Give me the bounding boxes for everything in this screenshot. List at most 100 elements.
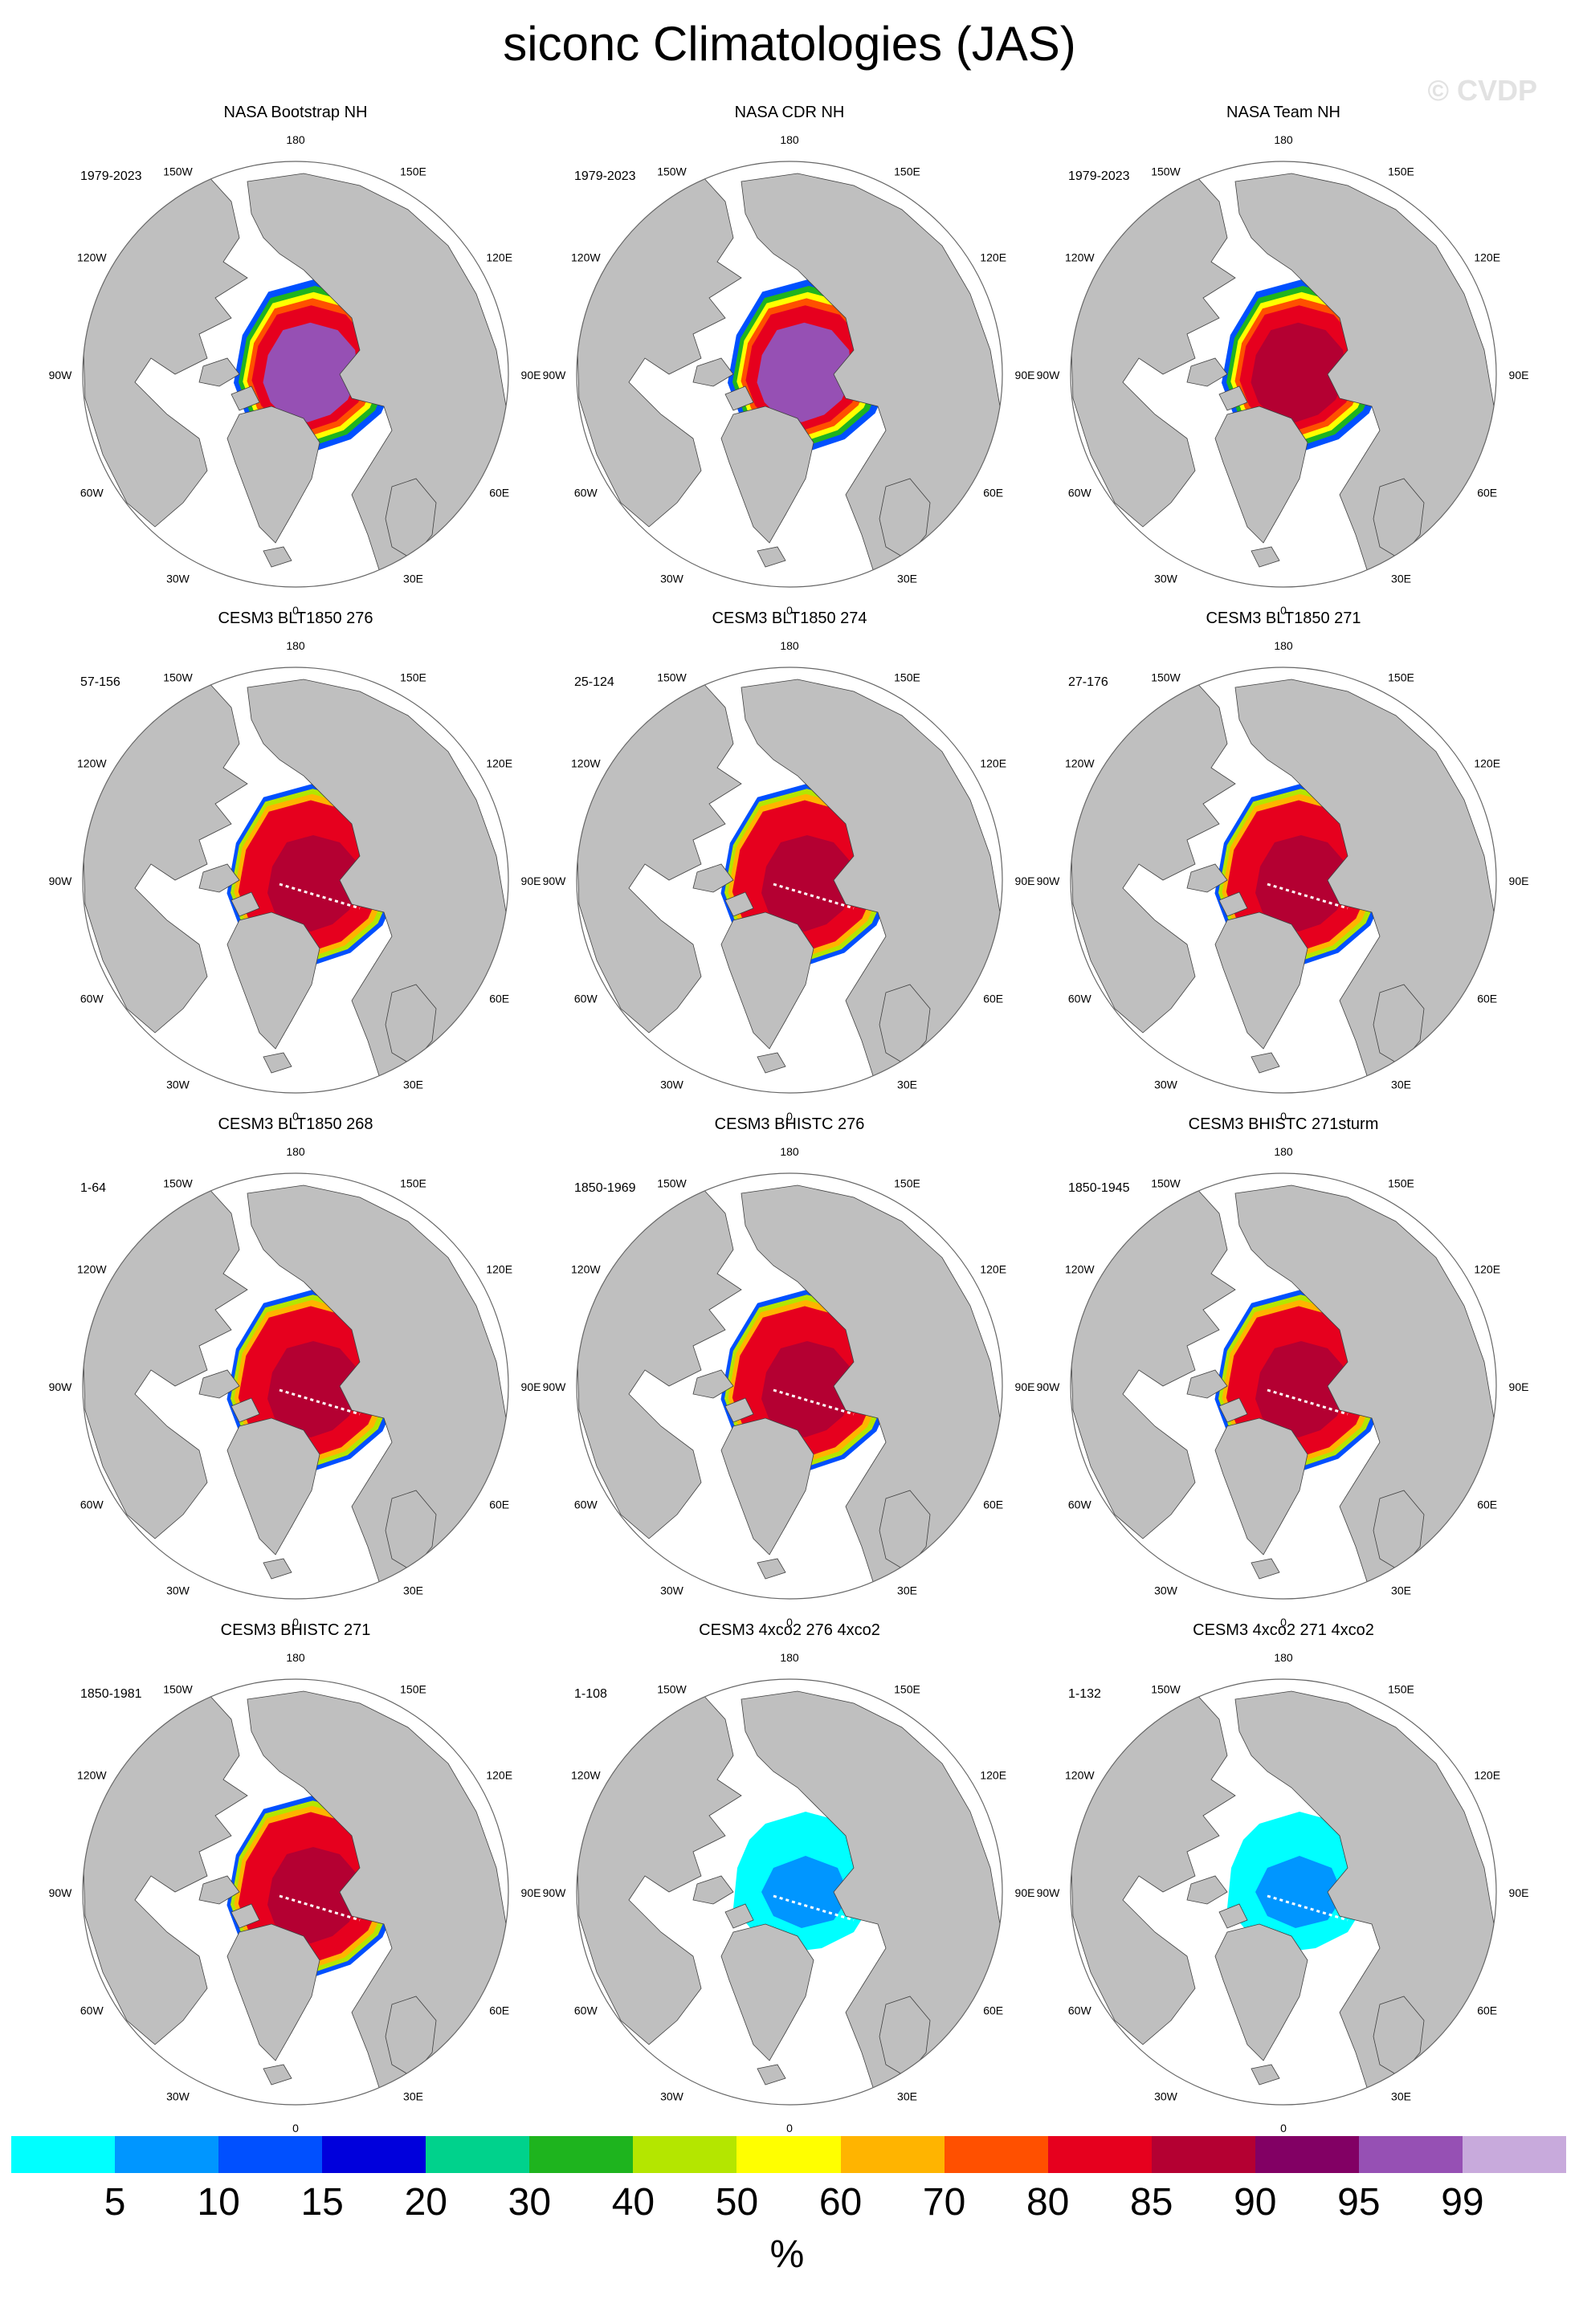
longitude-label: 30E (1391, 1584, 1411, 1597)
land (724, 385, 754, 411)
longitude-label: 30W (166, 1078, 190, 1091)
longitude-label: 30E (403, 1078, 423, 1091)
panel-years: 1-64 (80, 1181, 107, 1195)
longitude-label: 60W (574, 1498, 598, 1511)
longitude-label: 120W (571, 251, 601, 264)
longitude-label: 0 (292, 604, 299, 617)
longitude-label: 60E (1477, 2004, 1497, 2017)
grid-seam (1267, 1894, 1348, 1922)
longitude-label: 120W (77, 1263, 107, 1276)
longitude-label: 30W (1154, 2090, 1178, 2103)
map-border (1070, 161, 1497, 588)
land (692, 1875, 734, 1905)
longitude-label: 60W (80, 1498, 104, 1511)
map-panel: 180 150E 120E 90E 60E 30E 0 30W 60W 90W 120W 150W (1037, 133, 1529, 617)
land (692, 357, 734, 387)
map-border (576, 161, 1003, 588)
longitude-label: 180 (1274, 133, 1293, 146)
longitude-label: 150E (894, 671, 920, 683)
sea-ice-layer (757, 322, 852, 422)
longitude-label: 150W (657, 1682, 687, 1695)
longitude-label: 150E (894, 1682, 920, 1695)
longitude-label: 0 (786, 604, 793, 617)
longitude-label: 150E (400, 1682, 426, 1695)
map-panel: 180 150E 120E 90E 60E 30E 0 30W 60W 90W 120W 150W (543, 133, 1035, 617)
longitude-label: 0 (1280, 604, 1287, 617)
map-panel: 180 150E 120E 90E 60E 30E 0 30W 60W 90W 120W 150W (543, 1145, 1035, 1629)
land (231, 385, 260, 411)
panel-years: 1979-2023 (574, 169, 636, 183)
sea-ice-layer (1255, 1341, 1347, 1437)
sea-ice-layer (1255, 1856, 1344, 1928)
colorbar-box (115, 2136, 219, 2173)
grid-seam (773, 883, 855, 910)
colorbar-box (1462, 2136, 1567, 2173)
longitude-label: 180 (1274, 1651, 1293, 1664)
panel-years: 1-132 (1068, 1687, 1101, 1701)
land (757, 1558, 786, 1580)
map-panel: 180 150E 120E 90E 60E 30E 0 30W 60W 90W 120W 150W (1037, 639, 1529, 1123)
longitude-label: 90W (1037, 1886, 1061, 1899)
longitude-label: 90E (1509, 1886, 1529, 1899)
longitude-label: 120E (1474, 757, 1500, 770)
longitude-label: 150E (1388, 1176, 1414, 1189)
panel-years: 1-108 (574, 1687, 607, 1701)
page-title: siconc Climatologies (JAS) (503, 17, 1076, 71)
colorbar-label: 10 (197, 2181, 240, 2224)
land (1218, 1397, 1248, 1423)
land (1251, 2064, 1280, 2085)
longitude-label: 0 (1280, 1110, 1287, 1123)
colorbar-label: 95 (1337, 2181, 1381, 2224)
longitude-label: 150E (400, 165, 426, 177)
longitude-label: 30E (403, 573, 423, 585)
longitude-label: 150W (657, 165, 687, 177)
longitude-label: 60W (80, 487, 104, 499)
panel-title: CESM3 4xco2 276 4xco2 (699, 1621, 880, 1639)
colorbar-label: 90 (1234, 2181, 1277, 2224)
land (741, 173, 1001, 585)
longitude-label: 150E (1388, 165, 1414, 177)
map-panel: 180 150E 120E 90E 60E 30E 0 30W 60W 90W 120W 150W (49, 1651, 541, 2134)
land (1251, 1052, 1280, 1074)
longitude-label: 90W (1037, 369, 1061, 381)
longitude-label: 60W (80, 993, 104, 1005)
grid-seam (1267, 1388, 1348, 1416)
longitude-label: 150W (657, 671, 687, 683)
longitude-label: 0 (786, 1110, 793, 1123)
colorbar-label: 80 (1026, 2181, 1070, 2224)
longitude-label: 30W (166, 1584, 190, 1597)
colorbar-box (633, 2136, 737, 2173)
map-border (82, 1678, 509, 2106)
panel-years: 25-124 (574, 675, 614, 689)
land (231, 1903, 260, 1929)
grid-seam (1267, 883, 1348, 910)
colorbar-box (840, 2136, 945, 2173)
longitude-label: 120W (77, 757, 107, 770)
longitude-label: 90E (521, 875, 541, 887)
land (720, 911, 814, 1050)
longitude-label: 180 (286, 639, 305, 652)
land (720, 406, 814, 544)
longitude-label: 90W (1037, 875, 1061, 887)
longitude-label: 150W (657, 1176, 687, 1189)
land (1214, 911, 1308, 1050)
longitude-label: 30W (660, 2090, 684, 2103)
longitude-label: 120W (1065, 1263, 1095, 1276)
land (720, 1417, 814, 1555)
longitude-label: 180 (1274, 639, 1293, 652)
longitude-label: 120W (1065, 757, 1095, 770)
map-panel: 180 150E 120E 90E 60E 30E 0 30W 60W 90W 120W 150W (1037, 1651, 1529, 2134)
longitude-label: 30W (1154, 1078, 1178, 1091)
longitude-label: 120E (980, 251, 1006, 264)
longitude-label: 90W (543, 1886, 567, 1899)
longitude-label: 60W (1068, 1498, 1092, 1511)
colorbar-box (1047, 2136, 1153, 2173)
longitude-label: 0 (292, 1616, 299, 1629)
longitude-label: 30W (1154, 573, 1178, 585)
longitude-label: 30W (1154, 1584, 1178, 1597)
sea-ice-layer (1251, 322, 1346, 422)
longitude-label: 150W (163, 1682, 193, 1695)
longitude-label: 90W (1037, 1380, 1061, 1393)
longitude-label: 120E (486, 1769, 512, 1782)
panel-years: 1979-2023 (1068, 169, 1130, 183)
